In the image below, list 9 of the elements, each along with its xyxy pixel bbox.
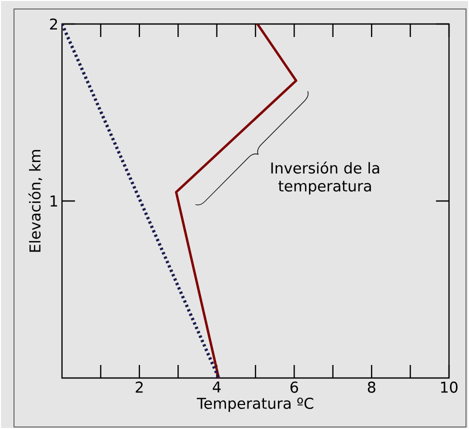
annotation: Inversión de la temperatura (271, 161, 380, 194)
x-tick-label: 8 (368, 382, 376, 393)
x-tick-label: 2 (136, 382, 143, 393)
x-tick-label: 10 (441, 382, 458, 393)
x-tick-label: 4 (212, 382, 221, 392)
x-tick-label: 6 (290, 382, 298, 393)
y-axis-title: Elevación, km (28, 150, 42, 252)
y-tick-label: 1 (50, 196, 58, 206)
x-axis-title: Temperatura ºC (196, 398, 314, 412)
